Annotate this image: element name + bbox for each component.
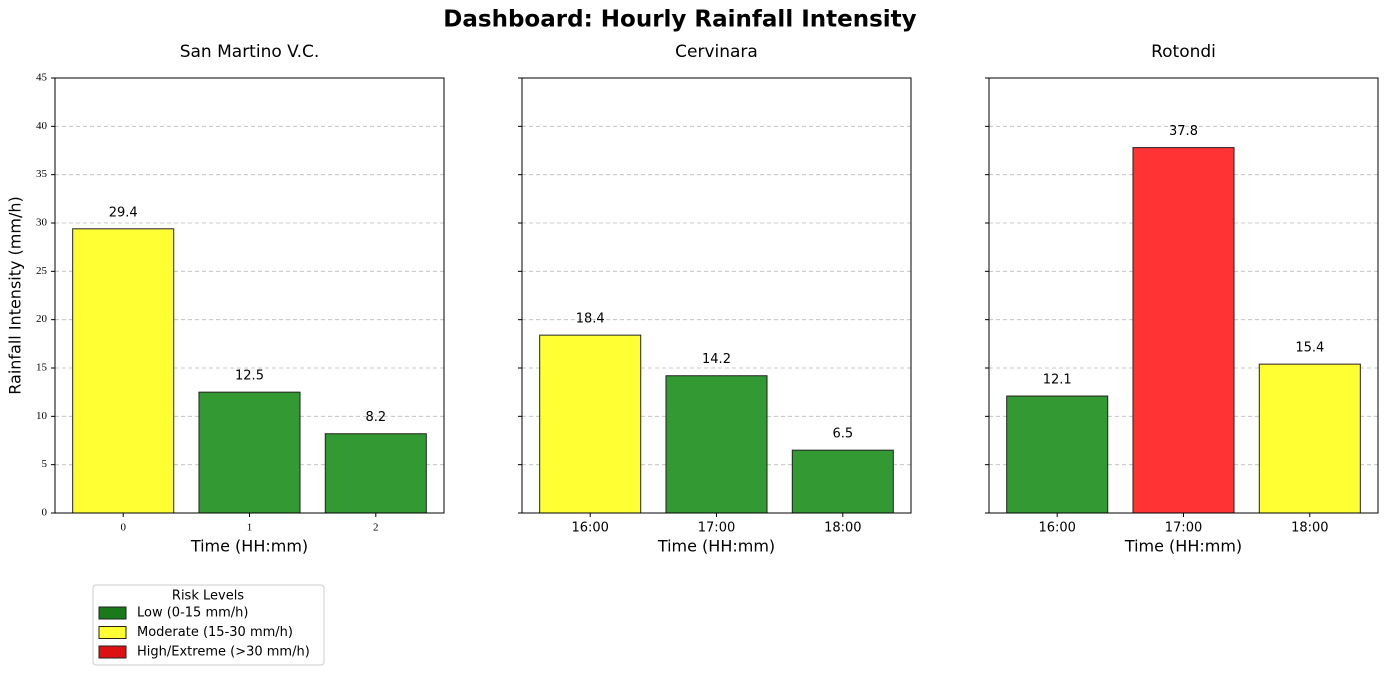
legend-box xyxy=(92,584,325,666)
data-label: 29.4 xyxy=(109,205,138,220)
bar xyxy=(665,375,768,514)
legend-title: Risk Levels xyxy=(172,589,244,604)
legend-label: Moderate (15-30 mm/h) xyxy=(137,625,293,640)
legend-swatch xyxy=(98,626,127,639)
x-tick-label: 17:00 xyxy=(1165,521,1202,536)
data-label: 12.1 xyxy=(1043,373,1072,388)
bar xyxy=(1258,363,1361,514)
subplot-title: Rotondi xyxy=(1151,42,1216,62)
bar xyxy=(791,449,894,514)
axes-frame xyxy=(521,77,912,514)
y-tick-label: 40 xyxy=(36,120,48,132)
x-tick-label: 16:00 xyxy=(1038,521,1075,536)
x-tick-label: 16:00 xyxy=(571,521,608,536)
x-tick-label: 18:00 xyxy=(1291,521,1328,536)
x-axis-label: Time (HH:mm) xyxy=(190,537,308,556)
data-label: 14.2 xyxy=(702,352,731,367)
x-tick-label: 18:00 xyxy=(824,521,861,536)
bar xyxy=(539,334,642,514)
x-tick-label: 0 xyxy=(120,522,126,534)
bar xyxy=(198,391,301,514)
data-label: 37.8 xyxy=(1169,124,1198,139)
data-label: 6.5 xyxy=(832,427,853,442)
legend-label: Low (0-15 mm/h) xyxy=(137,606,248,621)
bar xyxy=(1006,395,1109,514)
x-tick-label: 17:00 xyxy=(698,521,735,536)
bar xyxy=(324,433,427,514)
data-label: 12.5 xyxy=(235,369,264,384)
y-tick-label: 35 xyxy=(36,168,48,180)
legend-swatch xyxy=(98,645,127,659)
y-tick-label: 30 xyxy=(36,217,48,229)
y-tick-label: 10 xyxy=(36,410,48,422)
bar xyxy=(1132,147,1235,514)
legend-swatch xyxy=(98,606,127,620)
data-label: 15.4 xyxy=(1295,341,1324,356)
y-tick-label: 20 xyxy=(36,313,48,325)
legend-label: High/Extreme (>30 mm/h) xyxy=(137,645,310,660)
data-label: 18.4 xyxy=(576,312,605,327)
subplot-title: San Martino V.C. xyxy=(180,42,320,62)
y-tick-label: 25 xyxy=(36,265,48,277)
data-label: 8.2 xyxy=(365,410,386,425)
y-tick-label: 5 xyxy=(42,458,48,470)
x-axis-label: Time (HH:mm) xyxy=(657,537,775,556)
x-tick-label: 1 xyxy=(247,522,253,534)
bar xyxy=(72,228,175,514)
y-tick-label: 0 xyxy=(42,507,48,519)
y-tick-label: 45 xyxy=(36,72,48,84)
x-tick-label: 2 xyxy=(373,522,379,534)
axes-frame xyxy=(988,77,1379,514)
dashboard-title: Dashboard: Hourly Rainfall Intensity xyxy=(443,7,916,33)
x-axis-label: Time (HH:mm) xyxy=(1124,537,1242,556)
y-tick-label: 15 xyxy=(36,362,48,374)
axes-frame xyxy=(54,77,445,514)
subplot-title: Cervinara xyxy=(675,42,758,62)
y-axis-label: Rainfall Intensity (mm/h) xyxy=(6,196,25,394)
